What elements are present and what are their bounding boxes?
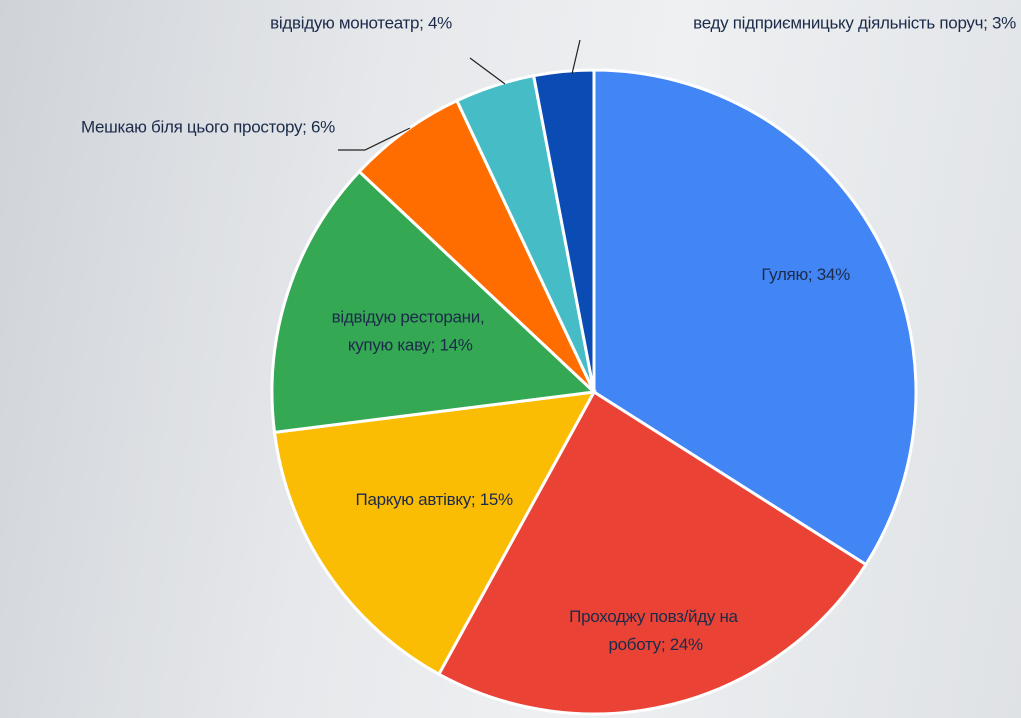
- slice-label: веду підприємницьку діяльність поруч; 3%: [693, 13, 1016, 32]
- slice-label: Мешкаю біля цього простору; 6%: [81, 117, 335, 136]
- leader-line: [470, 58, 505, 84]
- slice-label: Паркую автівку; 15%: [356, 490, 514, 509]
- page: Гуляю; 34%Проходжу повз/йду на роботу; 2…: [0, 0, 1021, 718]
- chart: Гуляю; 34%Проходжу повз/йду на роботу; 2…: [0, 0, 1021, 718]
- slice-label: Гуляю; 34%: [761, 265, 850, 284]
- slice-label: відвідую монотеатр; 4%: [270, 13, 452, 32]
